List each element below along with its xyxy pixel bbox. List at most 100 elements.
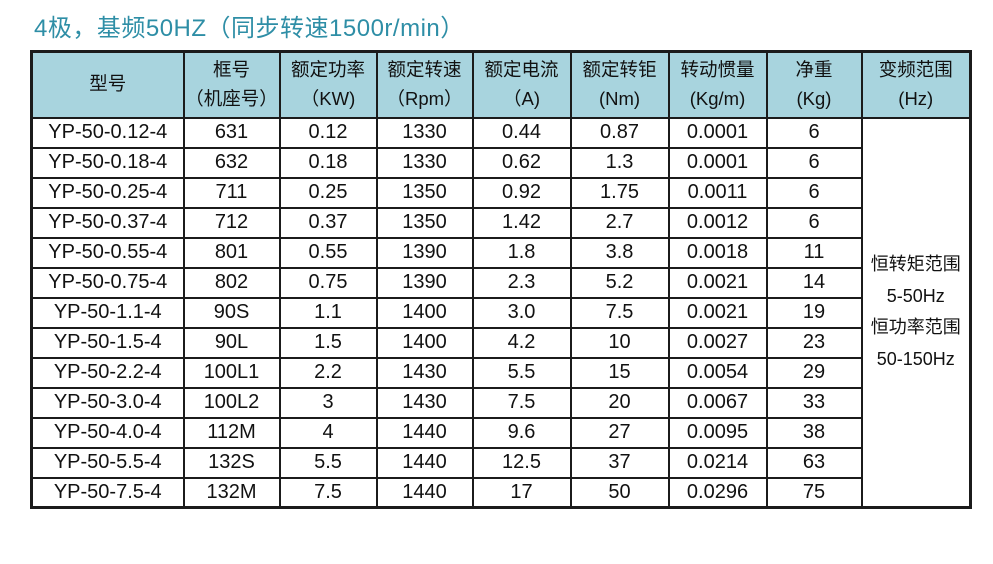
- table-cell: 0.0067: [667, 386, 768, 419]
- column-header: 转动惯量 (Kg/m): [667, 50, 768, 119]
- table-cell: 5.5: [471, 356, 572, 389]
- table-cell: 1.42: [471, 206, 572, 239]
- column-header: 额定转钜 (Nm): [569, 50, 670, 119]
- table-cell: 0.0001: [667, 146, 768, 179]
- column-header: 额定电流 （A): [471, 50, 572, 119]
- table-cell: 15: [569, 356, 670, 389]
- column-header-line: 额定转速: [387, 59, 462, 81]
- table-cell: 4.2: [471, 326, 572, 359]
- freq-range-line: 50-150Hz: [876, 348, 955, 369]
- table-row: YP-50-0.37-4 712 0.37 1350 1.42 2.7 0.0012 6: [30, 206, 971, 239]
- table-cell: 132S: [182, 446, 281, 479]
- table-cell: 632: [182, 146, 281, 179]
- table-cell: YP-50-0.18-4: [30, 146, 185, 179]
- table-cell: 17: [471, 476, 572, 509]
- table-cell: YP-50-4.0-4: [30, 416, 185, 449]
- table-cell: 1440: [375, 476, 474, 509]
- table-cell: 7.5: [471, 386, 572, 419]
- table-cell: 1.3: [569, 146, 670, 179]
- table-row: YP-50-0.55-4 801 0.55 1390 1.8 3.8 0.0018 11: [30, 236, 971, 269]
- table-cell: 3: [278, 386, 378, 419]
- table-row: YP-50-0.25-4 711 0.25 1350 0.92 1.75 0.0011 6: [30, 176, 971, 209]
- table-cell: 0.12: [278, 116, 378, 149]
- table-cell: 75: [765, 476, 863, 509]
- table-cell: 1.75: [569, 176, 670, 209]
- table-cell: 0.0054: [667, 356, 768, 389]
- column-header-line: 变频范围: [878, 59, 953, 81]
- table-cell: 2.3: [471, 266, 572, 299]
- table-cell: YP-50-7.5-4: [30, 476, 185, 509]
- header-row: 型号 框号 （机座号） 额定功率 （KW) 额定转速 （Rpm） 额定电流 （A) 额定转钜 (Nm…: [30, 50, 972, 119]
- column-header-line: （A): [502, 87, 540, 109]
- table-cell: 1330: [375, 116, 474, 149]
- table-cell: 100L2: [182, 386, 281, 419]
- table-cell: 90S: [182, 296, 281, 329]
- table-cell: 712: [182, 206, 281, 239]
- table-cell: 0.55: [278, 236, 378, 269]
- page-title: 4极，基频50HZ（同步转速1500r/min）: [34, 15, 465, 42]
- column-header-line: (Nm): [598, 87, 641, 109]
- column-header-line: （Rpm）: [386, 87, 463, 109]
- table-row: YP-50-0.12-4 631 0.12 1330 0.44 0.87 0.0001 6 恒转…: [30, 116, 972, 509]
- column-header-line: 净重: [795, 59, 833, 81]
- table-cell: 23: [765, 326, 863, 359]
- column-header-line: (Hz): [898, 87, 934, 109]
- table-row: YP-50-0.75-4 802 0.75 1390 2.3 5.2 0.0021 14: [30, 266, 971, 299]
- table-row: YP-50-3.0-4 100L2 3 1430 7.5 20 0.0067 33: [30, 386, 971, 419]
- page: 4极，基频50HZ（同步转速1500r/min） 型号 框号 （机座号） 额定功率 （K…: [30, 15, 972, 509]
- table-cell: 0.0011: [667, 176, 768, 209]
- table-cell: 0.0214: [667, 446, 768, 479]
- column-header: 变频范围 (Hz): [860, 50, 972, 119]
- column-header-line: 额定功率: [290, 59, 365, 81]
- table-cell: 0.25: [278, 176, 378, 209]
- table-cell: 0.0001: [667, 116, 768, 149]
- table-cell: YP-50-2.2-4: [30, 356, 185, 389]
- freq-range-line: 恒转矩范围: [870, 254, 961, 275]
- freq-range-line: 恒功率范围: [870, 317, 961, 338]
- table-cell: 6: [765, 206, 863, 239]
- table-cell: 7.5: [569, 296, 670, 329]
- table-cell: 1430: [375, 386, 474, 419]
- column-header-line: 型号: [89, 73, 127, 95]
- table-cell: 132M: [182, 476, 281, 509]
- table-cell: 90L: [182, 326, 281, 359]
- table-cell: 1430: [375, 356, 474, 389]
- table-cell: 1.1: [278, 296, 378, 329]
- table-cell: 2.2: [278, 356, 378, 389]
- table-cell: 1400: [375, 296, 474, 329]
- table-cell: 4: [278, 416, 378, 449]
- column-header-line: （机座号）: [185, 87, 278, 109]
- table-row: YP-50-5.5-4 132S 5.5 1440 12.5 37 0.0214 63: [30, 446, 971, 479]
- table-cell: 0.87: [569, 116, 670, 149]
- table-row: YP-50-1.1-4 90S 1.1 1400 3.0 7.5 0.0021 19: [30, 296, 971, 329]
- table-cell: 802: [182, 266, 281, 299]
- table-cell: 9.6: [471, 416, 572, 449]
- table-row: YP-50-7.5-4 132M 7.5 1440 17 50 0.0296 75: [30, 476, 971, 509]
- table-cell: 0.0012: [667, 206, 768, 239]
- table-cell: 1440: [375, 446, 474, 479]
- freq-range-line: 5-50Hz: [886, 285, 945, 306]
- table-cell: 0.37: [278, 206, 378, 239]
- table-cell: 0.62: [471, 146, 572, 179]
- table-cell: 19: [765, 296, 863, 329]
- table-cell: YP-50-1.1-4: [30, 296, 185, 329]
- table-cell: 12.5: [471, 446, 572, 479]
- table-cell: YP-50-0.55-4: [30, 236, 185, 269]
- table-cell: 1390: [375, 236, 474, 269]
- table-cell: 1400: [375, 326, 474, 359]
- table-cell: 7.5: [278, 476, 378, 509]
- table-cell: 37: [569, 446, 670, 479]
- table-cell: 27: [569, 416, 670, 449]
- table-cell: 0.0027: [667, 326, 768, 359]
- table-cell: 631: [182, 116, 281, 149]
- table-cell: 5.2: [569, 266, 670, 299]
- table-cell: 63: [765, 446, 863, 479]
- table-cell: 100L1: [182, 356, 281, 389]
- table-cell: 0.0095: [667, 416, 768, 449]
- table-row: YP-50-0.18-4 632 0.18 1330 0.62 1.3 0.0001 6: [30, 146, 971, 179]
- column-header-line: 转动惯量: [680, 59, 755, 81]
- table-cell: 5.5: [278, 446, 378, 479]
- table-cell: YP-50-1.5-4: [30, 326, 185, 359]
- table-cell: YP-50-5.5-4: [30, 446, 185, 479]
- table-cell: 0.0018: [667, 236, 768, 269]
